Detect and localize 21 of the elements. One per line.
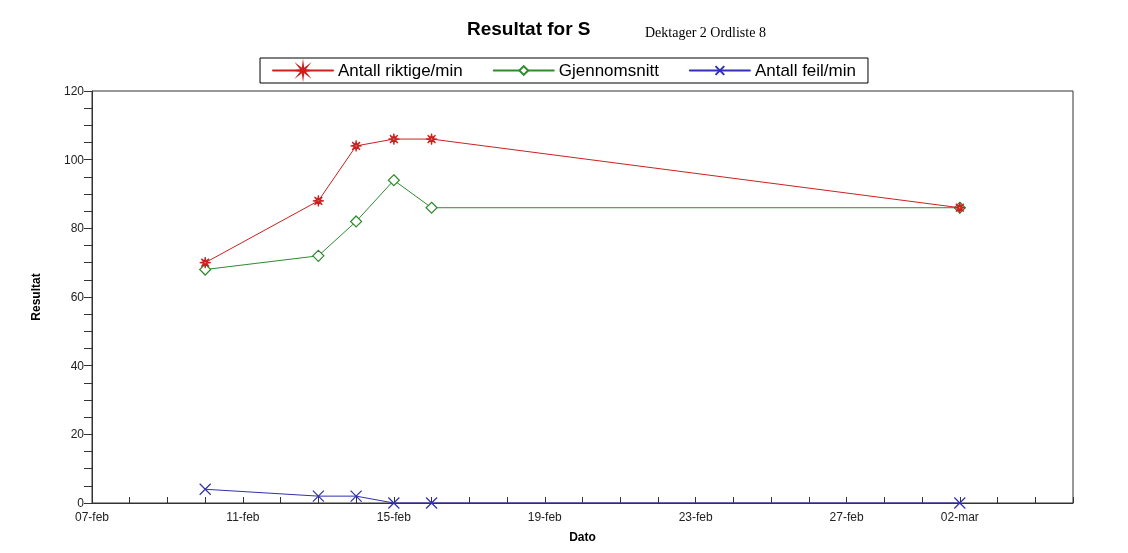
y-tick-label: 80 — [70, 221, 85, 236]
x-tick-label: 23-feb — [678, 510, 714, 524]
chart-title: Resultat for S — [467, 18, 591, 39]
x-tick-label: 27-feb — [829, 510, 864, 524]
y-tick-label: 0 — [77, 496, 85, 510]
y-tick-label: 60 — [70, 290, 85, 304]
y-axis-title: Resultat — [29, 273, 43, 321]
x-tick-label: 11-feb — [226, 510, 260, 524]
x-tick-label: 19-feb — [527, 510, 563, 524]
x-tick-label: 02-mar — [940, 510, 979, 524]
x-tick-label: 15-feb — [376, 510, 412, 524]
legend-label: Gjennomsnitt — [558, 61, 660, 80]
y-tick-label: 120 — [63, 84, 85, 98]
y-tick-label: 40 — [70, 358, 85, 373]
legend-label: Antall riktige/min — [338, 61, 463, 80]
x-tick-label: 07-feb — [74, 510, 110, 524]
legend-label: Antall feil/min — [754, 61, 856, 80]
x-axis-title: Dato — [569, 530, 596, 544]
chart-subtitle: Dektager 2 Ordliste 8 — [645, 24, 766, 40]
y-tick-label: 100 — [63, 152, 85, 167]
y-tick-label: 20 — [70, 427, 85, 442]
